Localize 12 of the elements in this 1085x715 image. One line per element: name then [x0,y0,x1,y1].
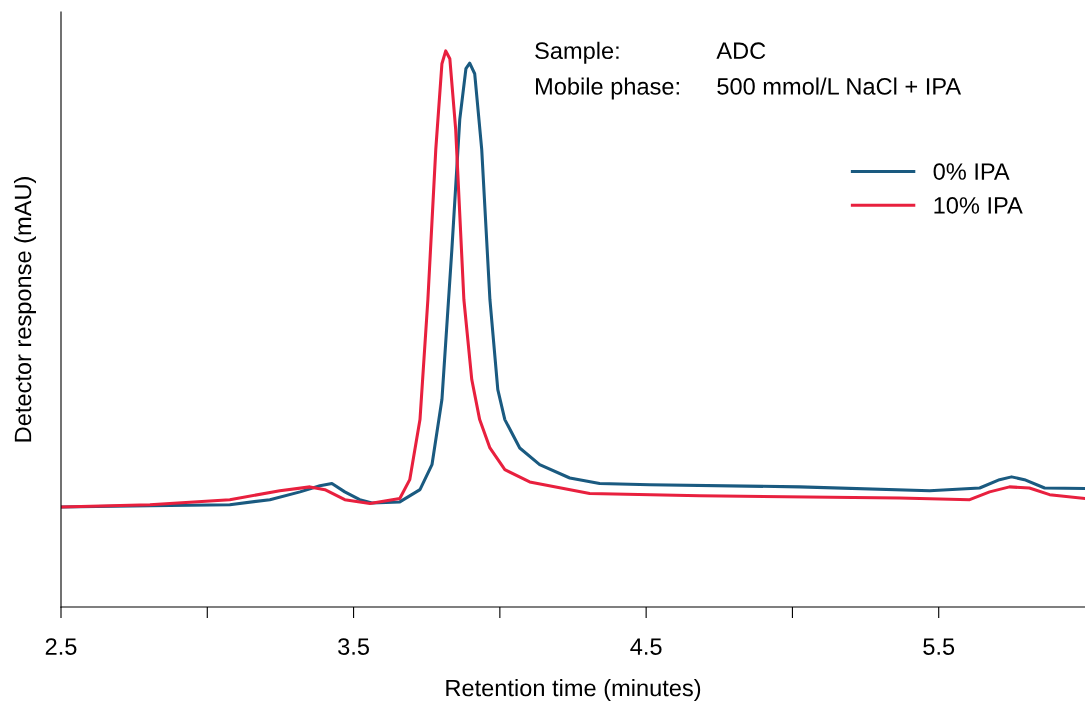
annotation: Mobile phase: [536,77,679,100]
x-tick-label: 2.5 [45,638,77,655]
x-axis-title: Retention time (minutes) [446,679,701,702]
annotation: 500 mmol/L NaCl + IPA [717,77,962,95]
legend-label: 10% IPA [934,197,1023,214]
y-axis-title: Detector response (mAU) [13,177,36,442]
annotation: ADC [716,42,766,60]
annotation: Sample: [535,41,619,64]
legend-label: 0% IPA [933,163,1010,180]
x-tick-label: 3.5 [338,638,369,655]
x-tick-label: 4.5 [630,638,662,655]
x-tick-label: 5.5 [923,638,955,655]
